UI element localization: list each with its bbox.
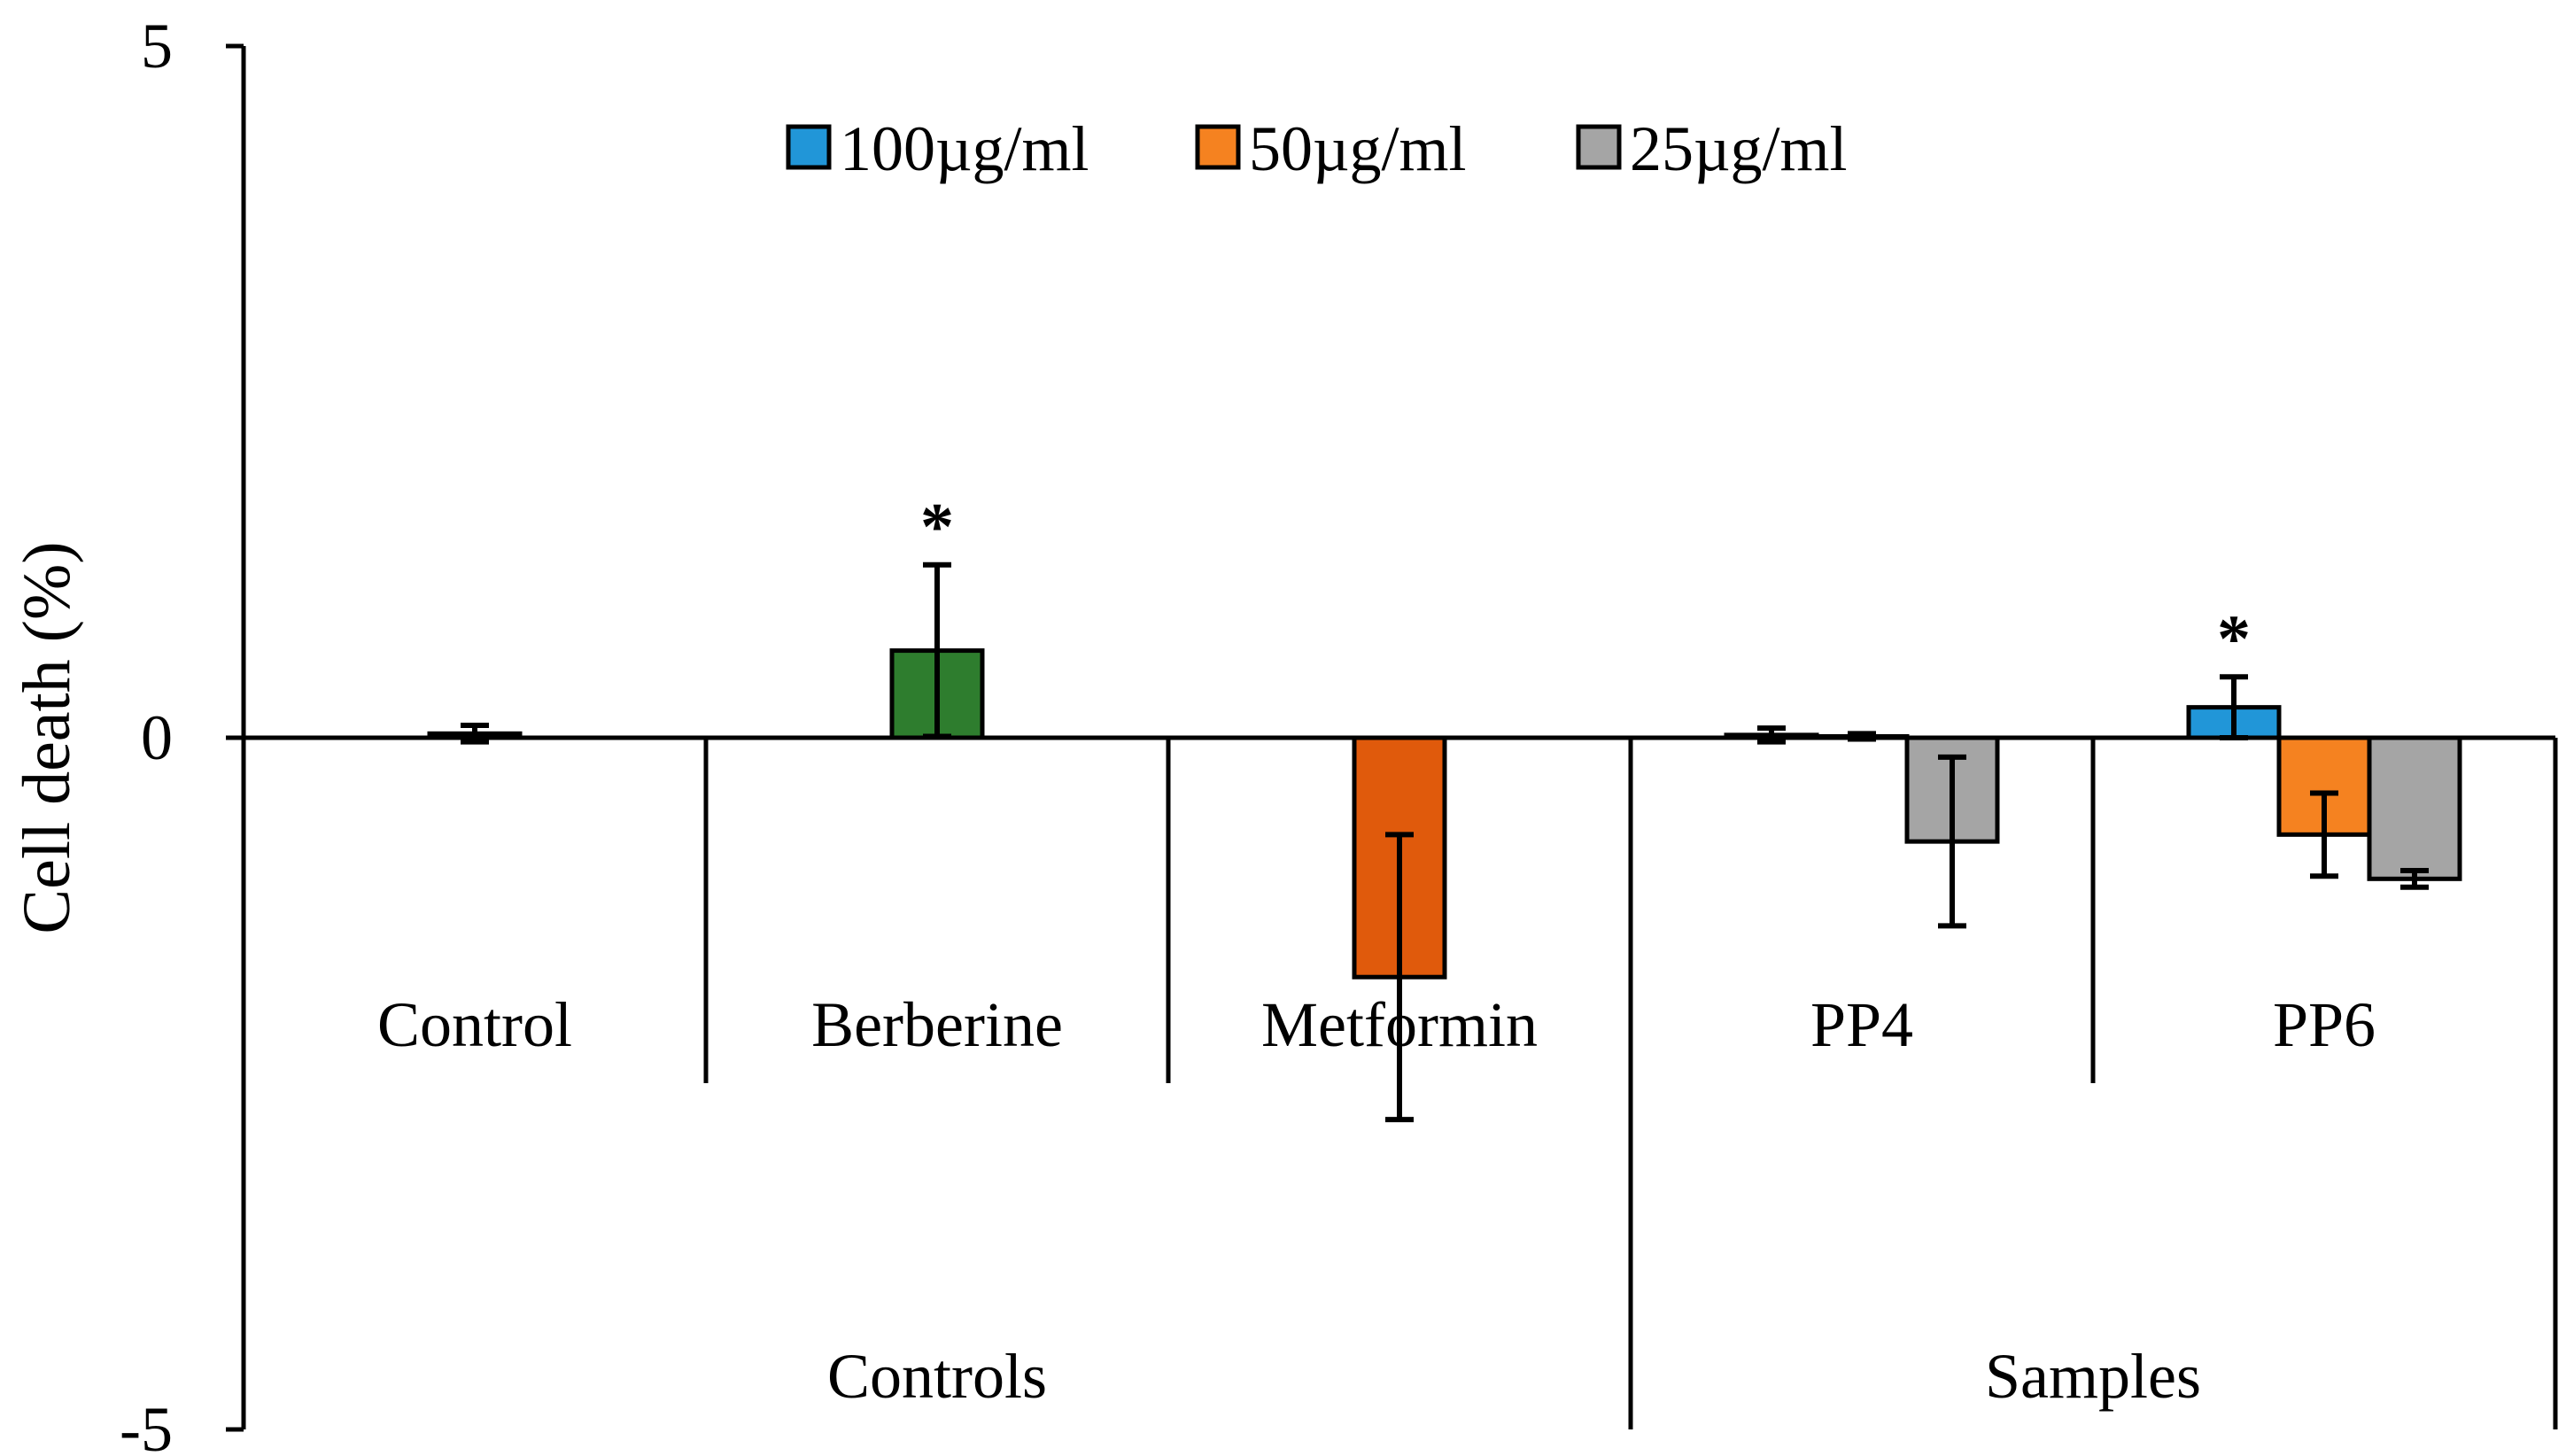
error-bar — [2310, 790, 2338, 879]
x-axis: Control Berberine Metformin PP4 PP6 Controls S… — [244, 735, 2558, 1429]
category-label: Berberine — [811, 989, 1063, 1060]
y-tick-label: 0 — [141, 702, 173, 773]
group-label: Controls — [827, 1341, 1047, 1412]
legend-swatch — [1576, 124, 1622, 170]
significance-star: * — [920, 490, 954, 564]
category-label: PP6 — [2273, 989, 2376, 1060]
y-tick-label: 5 — [141, 11, 173, 81]
category-label: PP4 — [1810, 989, 1913, 1060]
legend-label: 25µg/ml — [1630, 113, 1848, 184]
legend: 100µg/ml 50µg/ml 25µg/ml — [786, 113, 1848, 184]
y-axis-label: Cell death (%) — [10, 541, 84, 933]
legend-swatch — [1195, 124, 1241, 170]
error-bar — [1385, 832, 1414, 1123]
bar-pp6 — [2367, 735, 2462, 881]
error-bar — [1938, 754, 1966, 929]
category-label: Metformin — [1261, 989, 1538, 1060]
group-label: Samples — [1985, 1341, 2201, 1412]
error-bar — [2400, 867, 2429, 890]
significance-star: * — [2217, 601, 2251, 676]
legend-swatch — [786, 124, 832, 170]
y-tick-label: -5 — [120, 1394, 173, 1456]
legend-label: 50µg/ml — [1249, 113, 1467, 184]
legend-label: 100µg/ml — [840, 113, 1089, 184]
y-axis: 5 0 -5 — [120, 11, 246, 1456]
category-label: Control — [377, 989, 572, 1060]
